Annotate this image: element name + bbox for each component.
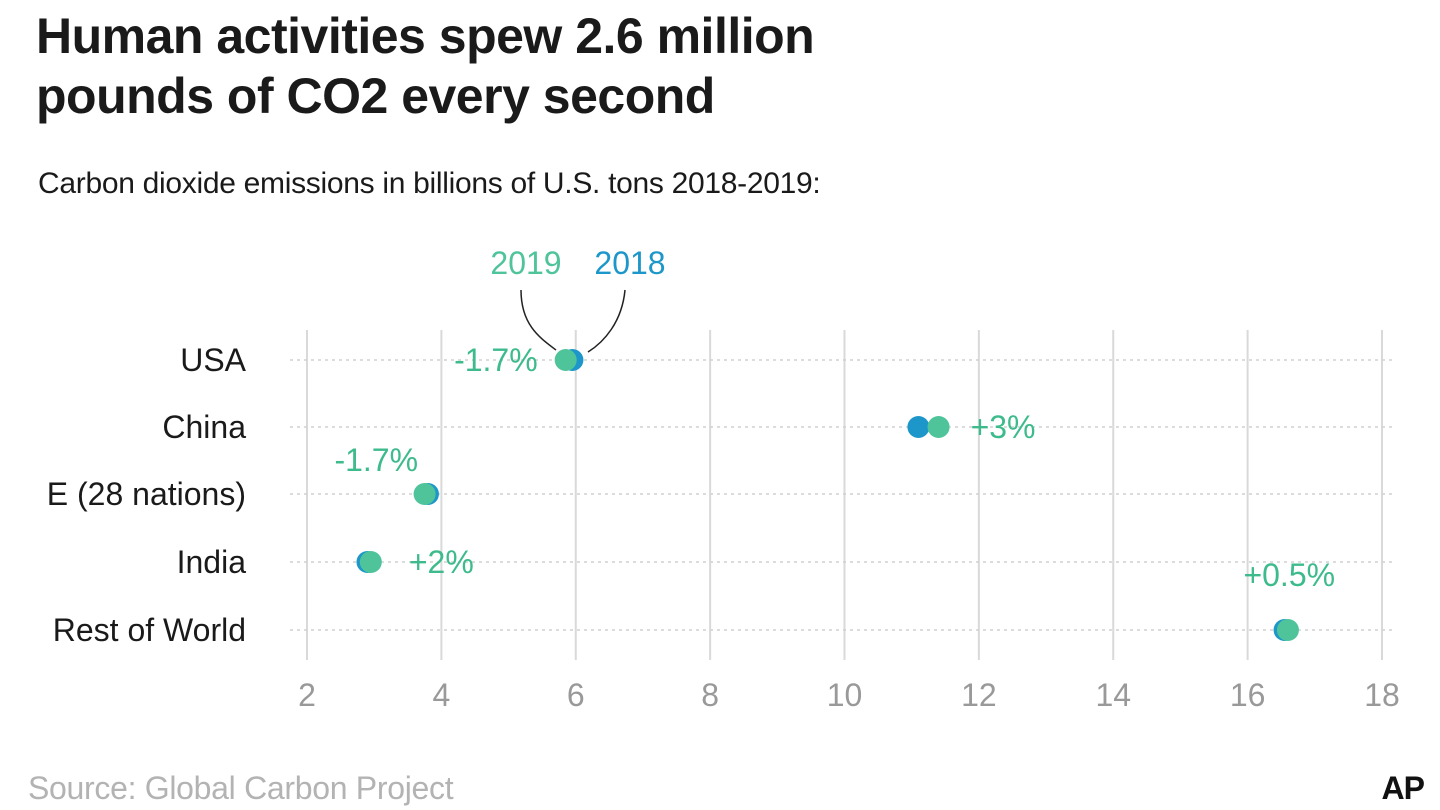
change-label: +3% — [971, 409, 1036, 445]
x-tick-label: 4 — [432, 677, 450, 713]
legend-label-2019: 2019 — [490, 245, 561, 281]
category-labels: USA China E (28 nations) India Rest of World — [47, 342, 247, 648]
legend-leader-2019 — [520, 289, 557, 351]
legend-label-2018: 2018 — [594, 245, 665, 281]
change-label: +0.5% — [1243, 557, 1335, 593]
chart-title: Human activities spew 2.6 million pounds… — [36, 8, 815, 124]
point-2019 — [1276, 619, 1299, 641]
x-tick-label: 6 — [567, 677, 585, 713]
category-label: USA — [180, 342, 246, 378]
category-label: India — [177, 544, 247, 580]
point-2018 — [907, 416, 930, 438]
change-label: -1.7% — [454, 342, 538, 378]
category-label: Rest of World — [53, 612, 246, 648]
x-axis-tick-labels: 2 4 6 8 10 12 14 16 18 — [298, 677, 1400, 713]
x-tick-label: 10 — [827, 677, 863, 713]
x-tick-label: 18 — [1364, 677, 1400, 713]
legend: 2019 2018 — [490, 245, 666, 353]
point-2019 — [413, 483, 436, 505]
legend-leader-2018 — [587, 289, 626, 353]
chart-subtitle: Carbon dioxide emissions in billions of … — [38, 167, 821, 200]
change-labels: -1.7% +3% -1.7% +2% +0.5% — [334, 342, 1335, 593]
x-tick-label: 14 — [1095, 677, 1131, 713]
x-tick-label: 16 — [1230, 677, 1266, 713]
point-2019 — [927, 416, 950, 438]
change-label: +2% — [409, 544, 474, 580]
change-label: -1.7% — [334, 442, 418, 478]
category-label: China — [162, 409, 246, 445]
x-tick-label: 12 — [961, 677, 997, 713]
data-points — [356, 349, 1299, 641]
grid-lines — [306, 330, 1383, 660]
x-tick-label: 2 — [298, 677, 316, 713]
source-note: Source: Global Carbon Project — [28, 770, 454, 806]
point-2019 — [359, 551, 382, 573]
row-lines — [290, 359, 1395, 631]
point-2019 — [554, 349, 577, 371]
category-label: E (28 nations) — [47, 476, 246, 512]
ap-logo: AP — [1381, 770, 1425, 806]
x-tick-label: 8 — [701, 677, 719, 713]
